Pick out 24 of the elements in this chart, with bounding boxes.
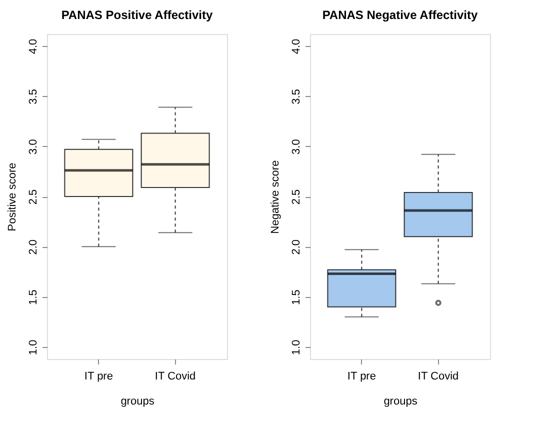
y-tick-label: 3.5 bbox=[28, 89, 40, 104]
x-tick-label: IT Covid bbox=[418, 370, 459, 382]
y-tick-label: 3.5 bbox=[290, 89, 302, 104]
y-tick-label: 1.5 bbox=[28, 290, 40, 305]
chart-title: PANAS Positive Affectivity bbox=[61, 8, 214, 22]
x-axis-title: groups bbox=[384, 396, 418, 408]
y-tick-label: 4.0 bbox=[28, 38, 40, 54]
y-tick-label: 1.0 bbox=[28, 340, 40, 356]
y-tick-label: 3.0 bbox=[290, 139, 302, 154]
y-tick-label: 1.0 bbox=[290, 340, 302, 356]
y-tick-label: 4.0 bbox=[290, 38, 302, 54]
x-tick-label: IT Covid bbox=[154, 370, 196, 382]
chart-title: PANAS Negative Affectivity bbox=[322, 8, 478, 22]
x-tick-label: IT pre bbox=[84, 370, 113, 382]
x-tick-label: IT pre bbox=[347, 370, 376, 382]
y-axis-title: Negative score bbox=[270, 160, 282, 234]
y-tick-label: 2.5 bbox=[290, 189, 302, 205]
x-axis-title: groups bbox=[120, 396, 155, 408]
y-tick-label: 3.0 bbox=[28, 139, 40, 154]
y-tick-label: 2.5 bbox=[28, 189, 40, 205]
y-tick-label: 2.0 bbox=[28, 240, 40, 255]
y-tick-label: 1.5 bbox=[290, 290, 302, 305]
y-tick-label: 2.0 bbox=[290, 240, 302, 255]
y-axis-title: Positive score bbox=[6, 162, 18, 232]
